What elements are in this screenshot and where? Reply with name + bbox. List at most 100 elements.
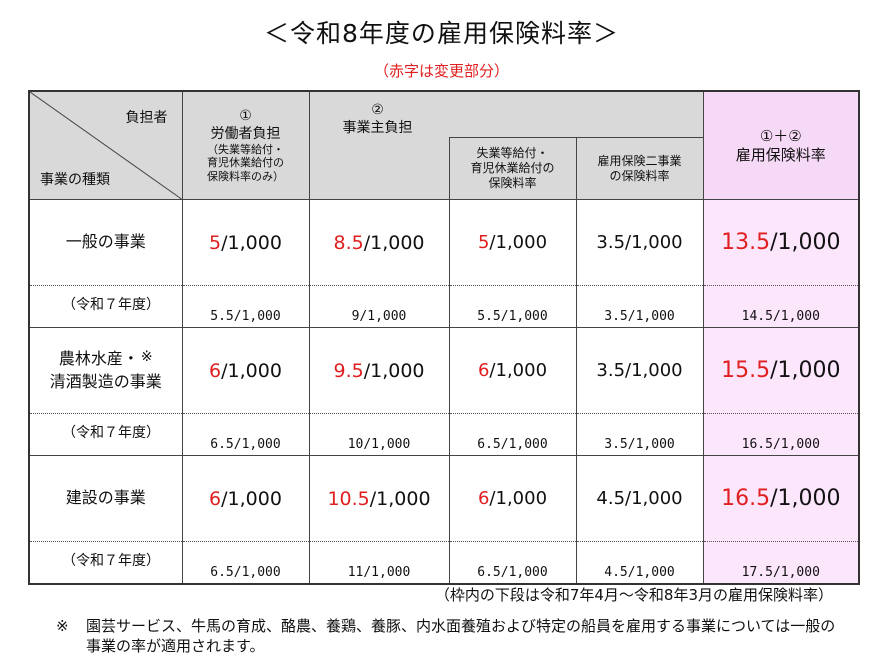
emp-two-projects-header: 雇用保険二事業 の保険料率 <box>575 137 704 200</box>
diagonal-line <box>30 92 182 199</box>
prev-emp-unemp-rate: 6.5/1,000 <box>448 413 577 456</box>
rate-denominator: /1,000 <box>221 231 282 254</box>
rate-denominator: /1,000 <box>369 487 431 510</box>
emp-unemp-line-3: 保険料率 <box>488 176 537 190</box>
rate-denominator: /1,000 <box>770 358 841 383</box>
rate-denominator: /1,000 <box>489 488 548 509</box>
category-cell: 農林水産・ ※ 清酒製造の事業 <box>28 327 183 414</box>
worker-sub-1: （失業等給付・ <box>207 143 284 157</box>
rate-denominator: /1,000 <box>221 487 282 510</box>
rate-denominator: /1,000 <box>489 232 548 253</box>
worker-header: ① 労働者負担 （失業等給付・ 育児休業給付の 保険料率のみ） <box>181 90 310 200</box>
worker-rate-cell: 5/1,000 <box>181 199 310 286</box>
changed-value: 8.5 <box>333 231 364 254</box>
table-row-previous: （令和７年度） 5.5/1,000 9/1,000 5.5/1,000 3.5/… <box>28 285 860 328</box>
emp-unemp-line-1: 失業等給付・ <box>476 146 549 160</box>
total-rate-cell: 15.5/1,000 <box>702 327 860 414</box>
changed-value: 6 <box>209 487 222 510</box>
employer-rate-cell: 8.5/1,000 <box>308 199 450 286</box>
changed-value: 6 <box>477 488 490 509</box>
changed-value: 5 <box>477 232 490 253</box>
worker-number: ① <box>239 108 252 125</box>
table-row: 農林水産・ ※ 清酒製造の事業 6/1,000 9.5/1,000 6/1,000… <box>28 327 860 414</box>
emp-two-line-1: 雇用保険二事業 <box>597 153 682 168</box>
prev-worker-rate: 5.5/1,000 <box>181 285 310 328</box>
category-name: 建設の事業 <box>65 488 146 508</box>
footnote-mark: ※ <box>140 349 153 366</box>
prev-employer-rate: 9/1,000 <box>308 285 450 328</box>
total-header: ①＋② 雇用保険料率 <box>702 90 860 200</box>
total-rate-cell: 13.5/1,000 <box>702 199 860 286</box>
employer-number: ② <box>371 102 384 118</box>
page-title: ＜令和8年度の雇用保険料率＞ <box>264 19 619 48</box>
footnote-text: 園芸サービス、牛馬の育成、酪農、養鶏、養豚、内水面養殖および特定の船員を雇用する… <box>86 617 836 655</box>
table-row: 一般の事業 5/1,000 8.5/1,000 5/1,000 3.5/1,00… <box>28 199 860 286</box>
corner-payer-label: 負担者 <box>125 110 168 126</box>
rate-denominator: /1,000 <box>363 231 425 254</box>
prev-worker-rate: 6.5/1,000 <box>181 541 310 584</box>
rate-denominator: /1,000 <box>489 360 548 381</box>
emp-unemp-rate-cell: 6/1,000 <box>448 327 577 414</box>
rate-table: 負担者 事業の種類 ① 労働者負担 （失業等給付・ 育児休業給付の 保険料率のみ… <box>28 90 861 585</box>
previous-year-label: （令和７年度） <box>28 541 183 584</box>
rate-denominator: /1,000 <box>770 486 841 511</box>
emp-unemployment-header: 失業等給付・ 育児休業給付の 保険料率 <box>448 137 577 200</box>
prev-emp-unemp-rate: 6.5/1,000 <box>448 541 577 584</box>
worker-sub-2: 育児休業給付の <box>207 156 284 170</box>
previous-year-label: （令和７年度） <box>28 285 183 328</box>
employer-rate-cell: 10.5/1,000 <box>308 455 450 542</box>
prev-employer-rate: 10/1,000 <box>308 413 450 456</box>
worker-rate-cell: 6/1,000 <box>181 455 310 542</box>
previous-year-label: （令和７年度） <box>28 413 183 456</box>
emp-two-rate-cell: 3.5/1,000 <box>575 199 704 286</box>
footnote: ※ 園芸サービス、牛馬の育成、酪農、養鶏、養豚、内水面養殖および特定の船員を雇用… <box>56 617 846 656</box>
emp-two-rate-cell: 3.5/1,000 <box>575 327 704 414</box>
header-row-2: 失業等給付・ 育児休業給付の 保険料率 雇用保険二事業 の保険料率 <box>29 137 859 200</box>
changed-value: 16.5 <box>721 486 771 511</box>
total-number: ①＋② <box>759 126 802 145</box>
emp-unemp-rate-cell: 6/1,000 <box>448 455 577 542</box>
prev-total-rate: 16.5/1,000 <box>702 413 860 456</box>
employer-spacer <box>309 137 450 200</box>
category-name: 農林水産・ <box>58 349 139 369</box>
page-subtitle: （赤字は変更部分） <box>373 62 509 80</box>
emp-two-line-2: の保険料率 <box>609 168 670 183</box>
emp-unemp-line-2: 育児休業給付の <box>470 161 555 175</box>
table-row-previous: （令和７年度） 6.5/1,000 11/1,000 6.5/1,000 4.5… <box>28 541 860 584</box>
prev-worker-rate: 6.5/1,000 <box>181 413 310 456</box>
footnote-mark: ※ <box>56 617 69 635</box>
prev-emp-unemp-rate: 5.5/1,000 <box>448 285 577 328</box>
category-name: 一般の事業 <box>65 232 146 252</box>
changed-value: 9.5 <box>333 359 364 382</box>
prev-total-rate: 17.5/1,000 <box>702 541 860 584</box>
prev-emp-two-rate: 4.5/1,000 <box>575 541 704 584</box>
changed-value: 10.5 <box>327 487 370 510</box>
changed-value: 6 <box>209 359 222 382</box>
emp-two-rate-cell: 4.5/1,000 <box>575 455 704 542</box>
changed-value: 15.5 <box>721 358 771 383</box>
table-row: 建設の事業 6/1,000 10.5/1,000 6/1,000 4.5/1,0… <box>28 455 860 542</box>
employer-label: 事業主負担 <box>342 119 413 136</box>
category-line-1: 農林水産・ ※ <box>30 348 182 370</box>
changed-value: 6 <box>477 360 490 381</box>
changed-value: 5 <box>209 231 222 254</box>
table-row-previous: （令和７年度） 6.5/1,000 10/1,000 6.5/1,000 3.5… <box>28 413 860 456</box>
header-row-1: 負担者 事業の種類 ① 労働者負担 （失業等給付・ 育児休業給付の 保険料率のみ… <box>28 90 860 200</box>
total-rate-cell: 16.5/1,000 <box>702 455 860 542</box>
prev-employer-rate: 11/1,000 <box>308 541 450 584</box>
employer-header: ② 事業主負担 <box>308 90 704 138</box>
worker-sub-3: 保険料率のみ） <box>207 169 284 183</box>
corner-category-label: 事業の種類 <box>40 171 110 188</box>
rate-denominator: /1,000 <box>221 359 282 382</box>
prev-emp-two-rate: 3.5/1,000 <box>575 285 704 328</box>
category-cell: 一般の事業 <box>28 199 183 286</box>
prev-total-rate: 14.5/1,000 <box>702 285 860 328</box>
worker-rate-cell: 6/1,000 <box>181 327 310 414</box>
prev-emp-two-rate: 3.5/1,000 <box>575 413 704 456</box>
lower-row-note: （枠内の下段は令和7年4月～令和8年3月の雇用保険料率） <box>434 586 833 604</box>
total-label: 雇用保険料率 <box>735 145 826 164</box>
category-cell: 建設の事業 <box>28 455 183 542</box>
emp-unemp-rate-cell: 5/1,000 <box>448 199 577 286</box>
rate-denominator: /1,000 <box>770 230 841 255</box>
changed-value: 13.5 <box>721 230 771 255</box>
